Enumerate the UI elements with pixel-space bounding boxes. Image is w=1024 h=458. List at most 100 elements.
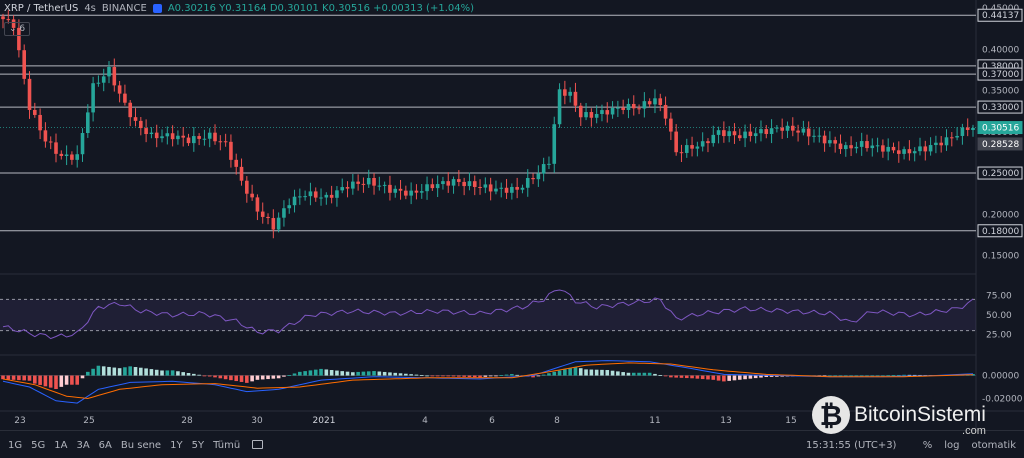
symbol-title[interactable]: XRP / TetherUS	[4, 3, 79, 14]
timeframe-2[interactable]: 1A	[54, 440, 68, 451]
candle	[303, 196, 307, 198]
clock: 15:31:55 (UTC+3)	[806, 440, 897, 451]
timeframe-7[interactable]: 5Y	[191, 440, 205, 451]
watermark-name: BitcoinSistemi	[854, 403, 986, 426]
candle	[80, 133, 85, 155]
macd-hist-bar	[255, 375, 260, 380]
candle	[923, 146, 928, 152]
macd-hist-bar	[292, 373, 297, 376]
macd-hist-bar	[854, 375, 859, 377]
time-tick-label: 28	[181, 416, 193, 426]
price-label: 0.28528	[982, 140, 1019, 150]
scale-control-2[interactable]: otomatik	[971, 440, 1016, 451]
macd-hist-bar	[181, 372, 186, 376]
macd-hist-bar	[653, 373, 657, 376]
candle	[441, 181, 445, 185]
macd-hist-bar	[202, 375, 207, 377]
macd-hist-bar	[149, 369, 154, 376]
macd-hist-bar	[192, 373, 196, 376]
candle	[282, 208, 286, 218]
timeframe-0[interactable]: 1G	[8, 440, 23, 451]
macd-tick-label: 0.00000	[982, 372, 1019, 382]
candle	[690, 145, 694, 149]
candle	[494, 188, 498, 192]
macd-hist-bar	[372, 371, 376, 376]
watermark-logo: ₿ BitcoinSistemi .com	[812, 396, 986, 437]
timeframe-selector: 1G 5G 1A 3A 6A Bu sene 1Y 5Y Tümü	[8, 440, 240, 451]
calendar-icon[interactable]	[252, 440, 263, 449]
candle	[361, 183, 366, 185]
candle	[616, 107, 620, 109]
macd-hist-bar	[366, 371, 371, 376]
candle	[706, 141, 710, 144]
macd-hist-bar	[70, 375, 74, 385]
candle	[737, 135, 742, 139]
macd-hist-bar	[425, 375, 429, 377]
candle	[366, 177, 371, 185]
candle	[684, 145, 689, 153]
timeframe-3[interactable]: 3A	[76, 440, 90, 451]
macd-hist-bar	[748, 375, 753, 379]
macd-hist-bar	[441, 375, 445, 377]
macd-hist-bar	[616, 371, 620, 376]
macd-hist-bar	[859, 375, 864, 377]
candle	[594, 113, 599, 118]
macd-hist-bar	[250, 375, 254, 382]
macd-hist-bar	[117, 368, 122, 376]
candle	[626, 103, 631, 110]
macd-hist-bar	[91, 368, 95, 376]
candle	[785, 125, 790, 131]
candle	[870, 145, 875, 149]
candle	[775, 127, 779, 129]
candle	[960, 127, 965, 136]
macd-hist-bar	[711, 375, 716, 380]
timeframe-8[interactable]: Tümü	[213, 440, 241, 451]
candle	[319, 197, 323, 199]
candle	[398, 188, 403, 191]
candle	[27, 78, 32, 110]
timeframe-6[interactable]: 1Y	[170, 440, 183, 451]
candle	[944, 137, 949, 146]
candle	[22, 50, 27, 79]
candle	[806, 128, 811, 137]
macd-hist-bar	[1, 375, 5, 380]
macd-hist-bar	[865, 375, 869, 377]
candle	[669, 118, 673, 132]
macd-hist-bar	[356, 371, 360, 376]
signal-line	[2, 362, 974, 400]
price-label-box	[977, 166, 1023, 180]
candle	[329, 194, 334, 198]
scale-control-1[interactable]: log	[944, 440, 960, 451]
candle	[340, 187, 345, 191]
watermark-sub: .com	[962, 425, 986, 437]
macd-hist-bar	[260, 375, 265, 380]
candle	[351, 181, 355, 189]
candle	[833, 140, 837, 144]
candle	[186, 137, 191, 144]
candle	[812, 135, 816, 137]
candle	[176, 135, 180, 140]
candle	[743, 131, 747, 139]
macd-hist-bar	[483, 375, 488, 377]
candle	[213, 132, 217, 142]
timeframe-5[interactable]: Bu sene	[120, 440, 162, 451]
scale-control-0[interactable]: %	[922, 440, 933, 451]
timeframe-1[interactable]: 5G	[31, 440, 46, 451]
candle	[822, 135, 827, 144]
macd-hist-bar	[605, 370, 610, 376]
candle	[435, 184, 440, 189]
timeframe-4[interactable]: 6A	[98, 440, 112, 451]
candle	[462, 181, 466, 187]
interval-label[interactable]: 4s	[84, 3, 96, 14]
indicator-toggle[interactable]: ⌄ 6	[4, 22, 31, 36]
macd-hist-bar	[361, 371, 366, 376]
macd-hist-bar	[896, 374, 901, 376]
candle	[584, 112, 588, 118]
candle	[711, 134, 716, 144]
candle	[202, 138, 207, 140]
macd-hist-bar	[266, 375, 270, 380]
candle	[759, 129, 763, 134]
candle	[388, 184, 392, 193]
candle	[552, 124, 557, 164]
